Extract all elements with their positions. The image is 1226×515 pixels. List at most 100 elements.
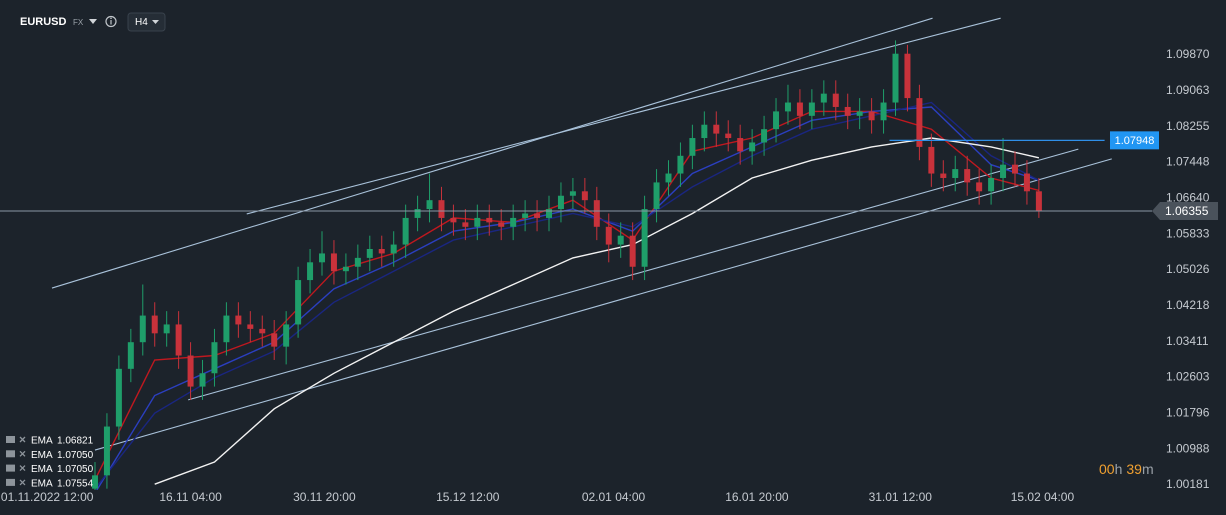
x-tick-label: 15.12 12:00	[436, 490, 500, 504]
trendline	[246, 17, 1001, 215]
candle-body	[773, 111, 780, 130]
candle-body	[701, 124, 708, 139]
candle-body	[366, 248, 373, 258]
candle-body	[235, 315, 242, 325]
legend-remove-icon	[19, 450, 26, 457]
candle-body	[462, 222, 469, 227]
candle-body	[629, 235, 636, 267]
legend-icon	[6, 478, 15, 486]
candle-body	[713, 124, 720, 134]
candle-body	[115, 368, 122, 427]
y-tick-label: 1.03411	[1166, 334, 1209, 348]
candle-body	[330, 253, 337, 272]
candle-body	[725, 133, 732, 139]
candle-body	[653, 182, 660, 210]
timeframe-dropdown	[152, 20, 159, 24]
candle-body	[940, 173, 947, 178]
ema-line	[154, 137, 1040, 485]
y-tick-label: 1.05833	[1166, 226, 1210, 240]
candle-body	[534, 213, 541, 218]
candle-body	[498, 222, 505, 227]
legend-name: EMA	[31, 450, 53, 461]
candle-body	[295, 280, 302, 325]
candle-body	[211, 342, 218, 374]
candle-body	[808, 102, 815, 116]
candle-body	[1000, 164, 1007, 178]
candle-body	[856, 111, 863, 116]
legend-remove-icon	[19, 465, 26, 472]
candle-body	[641, 209, 648, 267]
legend-icon	[6, 450, 15, 458]
candle-body	[199, 373, 206, 387]
trendline	[188, 148, 1079, 401]
candle-body	[617, 235, 624, 245]
candle-body	[223, 315, 230, 343]
timeframe-button[interactable]	[127, 12, 166, 32]
timer-hours-unit: h	[1115, 461, 1123, 477]
x-tick-label: 30.11 20:00	[293, 490, 356, 504]
x-tick-label: 16.11 04:00	[159, 490, 222, 504]
legend-remove-icon	[19, 436, 26, 443]
y-tick-label: 1.05026	[1166, 262, 1210, 276]
candle-body	[522, 213, 529, 218]
legend-remove-icon	[19, 479, 26, 486]
y-tick-label: 1.01796	[1166, 406, 1210, 420]
legend-icon	[6, 464, 15, 472]
current-price-tag	[1152, 202, 1218, 221]
y-tick-label: 1.02603	[1166, 370, 1210, 384]
candle-body	[605, 226, 612, 245]
candle-body	[247, 324, 254, 329]
x-tick-label: 15.02 04:00	[1011, 490, 1075, 504]
candle-body	[139, 315, 146, 343]
candle-body	[319, 253, 325, 263]
candle-body	[880, 102, 887, 121]
level-tag	[1110, 131, 1159, 150]
x-tick-label: 02.01 04:00	[582, 490, 646, 504]
candle-body	[546, 209, 553, 218]
candle-body	[916, 98, 923, 147]
candle-body	[474, 217, 481, 227]
candle-body	[1023, 173, 1030, 192]
trendline	[94, 158, 1112, 451]
candle-body	[438, 200, 445, 218]
timer: 00h 39m	[1099, 461, 1154, 477]
y-tick-label: 1.06640	[1166, 191, 1210, 205]
legend: EMA 1.06821 EMA 1.07050 EMA 1.07050 EMA 1.07554	[6, 436, 94, 490]
candle-body	[151, 315, 158, 334]
candle-body	[486, 217, 493, 223]
candle-body	[426, 200, 433, 210]
candle-body	[832, 93, 839, 107]
candle-body	[163, 324, 170, 334]
candle-body	[964, 169, 971, 183]
legend-value: 1.07554	[57, 479, 94, 490]
x-tick-label: 31.01 12:00	[869, 490, 933, 504]
candle-body	[1011, 164, 1018, 174]
info-icon-dot	[110, 17, 112, 20]
x-tick-label: 01.11.2022 12:00	[1, 490, 94, 504]
candle-body	[307, 262, 314, 281]
legend-value: 1.07050	[57, 464, 94, 475]
candle-body	[677, 155, 684, 174]
candle-timer: 00h 39m	[1099, 461, 1154, 477]
y-tick-label: 1.04218	[1166, 298, 1210, 312]
info-icon[interactable]	[105, 15, 117, 28]
timer-minutes: 39	[1126, 461, 1142, 477]
candle-body	[510, 217, 517, 227]
candle-body	[187, 355, 194, 387]
candle-body	[127, 342, 134, 369]
ema-line	[94, 101, 1040, 490]
symbol-dropdown[interactable]	[89, 19, 97, 24]
candle-body	[414, 209, 421, 218]
candle-body	[952, 169, 959, 178]
timeframe: H4	[135, 17, 148, 28]
symbol[interactable]: EURUSD	[20, 16, 67, 28]
current-price-label: 1.06355	[1165, 204, 1209, 218]
candle-body	[271, 333, 278, 347]
y-tick-label: 1.07448	[1166, 155, 1210, 169]
legend-value: 1.06821	[57, 436, 94, 447]
y-tick-label: 1.09063	[1166, 83, 1210, 97]
candle-body	[689, 138, 696, 156]
